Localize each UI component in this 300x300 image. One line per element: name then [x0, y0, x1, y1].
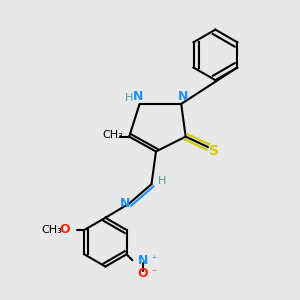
Text: N: N: [133, 90, 143, 103]
Text: N: N: [178, 90, 188, 103]
Text: CH₃: CH₃: [103, 130, 123, 140]
Text: N: N: [119, 197, 130, 210]
Text: H: H: [158, 176, 166, 186]
Text: S: S: [209, 145, 219, 158]
Text: H: H: [125, 93, 134, 103]
Text: N: N: [138, 254, 148, 267]
Text: O: O: [138, 267, 148, 280]
Text: ⁻: ⁻: [151, 268, 156, 279]
Text: CH₃: CH₃: [41, 225, 62, 235]
Text: ⁺: ⁺: [151, 255, 157, 265]
Text: O: O: [60, 224, 70, 236]
